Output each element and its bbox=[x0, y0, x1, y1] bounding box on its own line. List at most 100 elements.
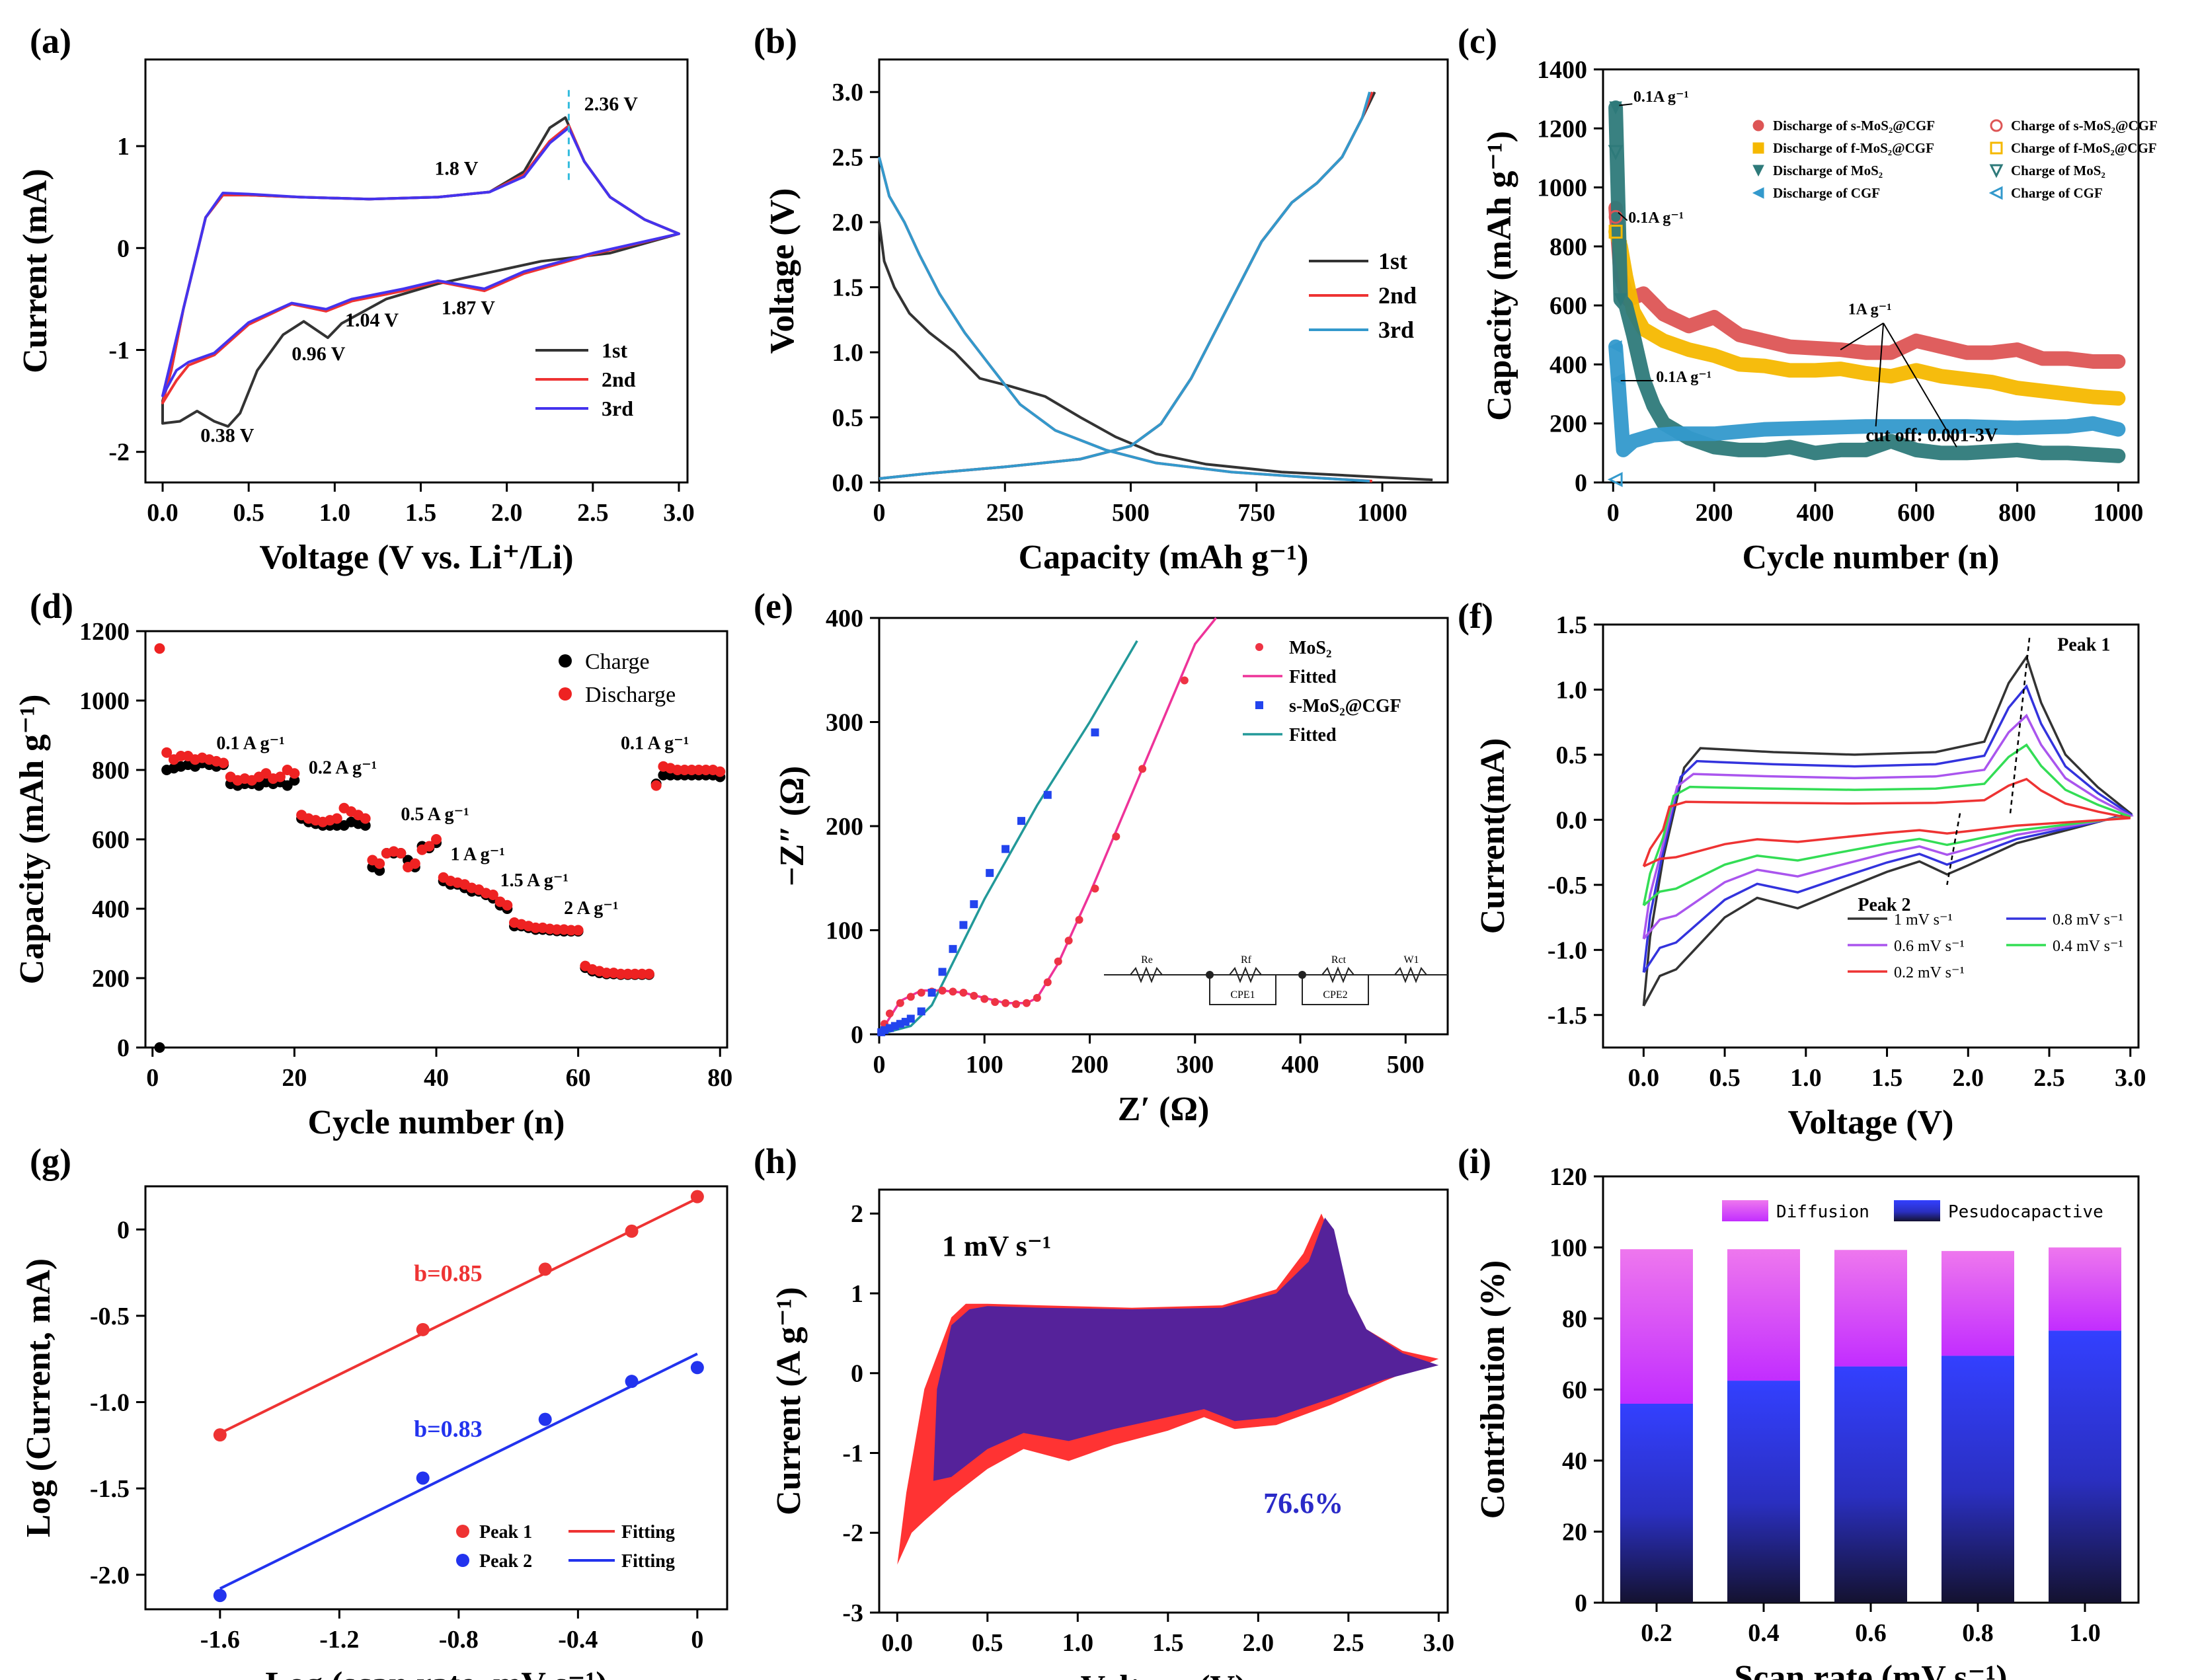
data-point-discharge bbox=[360, 813, 371, 824]
circuit-resistor bbox=[1321, 966, 1354, 983]
x-tick-label: 1.5 bbox=[405, 499, 437, 527]
peak-trend-arrow bbox=[1946, 813, 1961, 886]
x-tick-label: 1.0 bbox=[1790, 1064, 1822, 1092]
x-tick-label: 0 bbox=[691, 1626, 703, 1654]
data-point-smos2 bbox=[970, 900, 978, 909]
x-tick-label: 0 bbox=[1607, 499, 1620, 527]
data-point-mos2 bbox=[991, 998, 1000, 1007]
legend-label: Charge bbox=[585, 650, 650, 674]
peak-annotation: 2.36 V bbox=[584, 93, 638, 115]
data-point-discharge bbox=[161, 747, 173, 758]
circuit-label: CPE2 bbox=[1323, 989, 1347, 1001]
data-point-discharge bbox=[715, 766, 726, 777]
data-point-smos2 bbox=[949, 944, 957, 953]
legend-label: Discharge of f-MoS₂@CGF bbox=[1773, 140, 1934, 156]
data-point bbox=[1752, 120, 1764, 132]
data-point-discharge bbox=[431, 834, 442, 845]
data-point-mos2 bbox=[1001, 999, 1010, 1007]
rate-annotation: 0.2 A g⁻¹ bbox=[309, 757, 377, 778]
data-point-discharge bbox=[374, 858, 385, 869]
data-point bbox=[1611, 372, 1625, 386]
x-tick-label: 1.0 bbox=[319, 499, 351, 527]
legend-label: 2nd bbox=[1378, 282, 1417, 309]
y-tick-label: -2 bbox=[842, 1519, 863, 1547]
x-axis-title: Voltage (V) bbox=[1081, 1669, 1247, 1680]
legend-label: Fitting bbox=[621, 1522, 675, 1543]
x-tick-label: 0.5 bbox=[1709, 1064, 1741, 1092]
panel-e: 0 100 200 300 400 500 0 100 200 300 400 Z′ (Ω) −Z″ (… bbox=[773, 605, 1449, 1128]
data-point-discharge bbox=[395, 848, 407, 859]
panel-f: 0.0 0.5 1.0 1.5 2.0 2.5 3.0 -1.5 -1.0 -0.5 0.0 0.5 1… bbox=[1474, 611, 2146, 1141]
data-point bbox=[1607, 472, 1623, 487]
data-point bbox=[1614, 293, 1627, 307]
y-tick-label: -1 bbox=[108, 337, 130, 365]
discharge-curve-2nd bbox=[878, 157, 1372, 482]
fit-line bbox=[879, 640, 1138, 1036]
panel-label-a: (a) bbox=[30, 21, 71, 61]
data-point-mos2 bbox=[1033, 993, 1041, 1002]
bar-pesudocapactive bbox=[1834, 1366, 1907, 1603]
data-point bbox=[1990, 141, 2003, 155]
data-point bbox=[416, 1322, 430, 1336]
discharge-curve-3rd bbox=[878, 157, 1370, 482]
legend-label: Peak 1 bbox=[479, 1522, 532, 1543]
y-axis-title: Contribution (%) bbox=[1474, 1260, 1512, 1519]
data-point-smos2 bbox=[938, 968, 947, 976]
y-tick-label: 1400 bbox=[1537, 56, 1587, 84]
peak-trend-arrow bbox=[2009, 634, 2031, 814]
legend-label: Diffusion bbox=[1776, 1202, 1869, 1222]
discharge-curve-1st bbox=[878, 221, 1433, 482]
cycle-band bbox=[1608, 339, 2126, 457]
data-point-smos2 bbox=[917, 1007, 925, 1016]
y-tick-label: -0.5 bbox=[1548, 872, 1587, 899]
data-point bbox=[690, 1190, 704, 1203]
y-tick-label: 0 bbox=[117, 235, 130, 262]
x-tick-label: 3.0 bbox=[2115, 1064, 2146, 1092]
y-tick-label: 100 bbox=[826, 917, 863, 945]
y-tick-label: 400 bbox=[92, 896, 130, 923]
x-axis-title: Cycle number (n) bbox=[1742, 539, 1999, 576]
data-point-discharge bbox=[643, 968, 654, 979]
y-tick-label: 400 bbox=[826, 605, 863, 632]
x-axis-title: Scan rate (mV s⁻¹) bbox=[1734, 1659, 2007, 1680]
y-tick-label: -1.0 bbox=[1548, 936, 1587, 964]
y-tick-label: 0.0 bbox=[832, 469, 864, 497]
data-point bbox=[1989, 164, 2004, 178]
x-tick-label: 500 bbox=[1387, 1051, 1425, 1079]
y-axis-title: −Z″ (Ω) bbox=[773, 766, 811, 886]
data-point-smos2 bbox=[927, 989, 936, 997]
y-tick-label: -1.5 bbox=[90, 1475, 130, 1503]
legend-label: Fitted bbox=[1289, 667, 1337, 687]
y-tick-label: 0 bbox=[1575, 1589, 1587, 1617]
data-point bbox=[213, 1428, 227, 1442]
x-tick-label: 1000 bbox=[1357, 499, 1407, 527]
x-tick-label: 3.0 bbox=[1423, 1629, 1455, 1657]
data-point-mos2 bbox=[1180, 676, 1189, 685]
panel-label-b: (b) bbox=[754, 21, 797, 61]
y-tick-label: 60 bbox=[1562, 1377, 1587, 1404]
x-tick-label: 0.5 bbox=[233, 499, 264, 527]
y-tick-label: 0.0 bbox=[1556, 806, 1588, 834]
y-tick-label: 0 bbox=[117, 1216, 130, 1244]
panel-i: 0 20 40 60 80 100 120 Scan rate (mV s⁻¹) Contrib… bbox=[1474, 1163, 2140, 1680]
bar-diffusion bbox=[1941, 1250, 2014, 1356]
circuit-label: W1 bbox=[1403, 954, 1419, 966]
legend-marker bbox=[1255, 643, 1263, 651]
data-point-smos2 bbox=[1017, 817, 1025, 825]
bar-diffusion bbox=[1620, 1249, 1693, 1404]
data-point-mos2 bbox=[896, 999, 904, 1007]
x-tick-label: 500 bbox=[1112, 499, 1150, 527]
y-tick-label: -1.5 bbox=[1548, 1002, 1587, 1030]
legend-label: Fitted bbox=[1289, 725, 1337, 745]
data-point-smos2 bbox=[959, 921, 968, 929]
cv-curve bbox=[1642, 743, 2131, 907]
legend-label: 1 mV s⁻¹ bbox=[1894, 911, 1953, 929]
rate-annotation: 0.1A g⁻¹ bbox=[1656, 369, 1711, 386]
legend-marker bbox=[1255, 701, 1263, 709]
x-axis-title: Z′ (Ω) bbox=[1118, 1090, 1210, 1128]
y-tick-label: -1.0 bbox=[90, 1389, 130, 1417]
data-point-mos2 bbox=[906, 993, 915, 1001]
panel-a: 0.0 0.5 1.0 1.5 2.0 2.5 3.0 -2 -1 0 1 Voltage (V vs… bbox=[17, 58, 695, 576]
plot-frame bbox=[1602, 623, 2140, 1049]
cutoff-annotation: cut off: 0.001-3V bbox=[1865, 426, 1998, 446]
